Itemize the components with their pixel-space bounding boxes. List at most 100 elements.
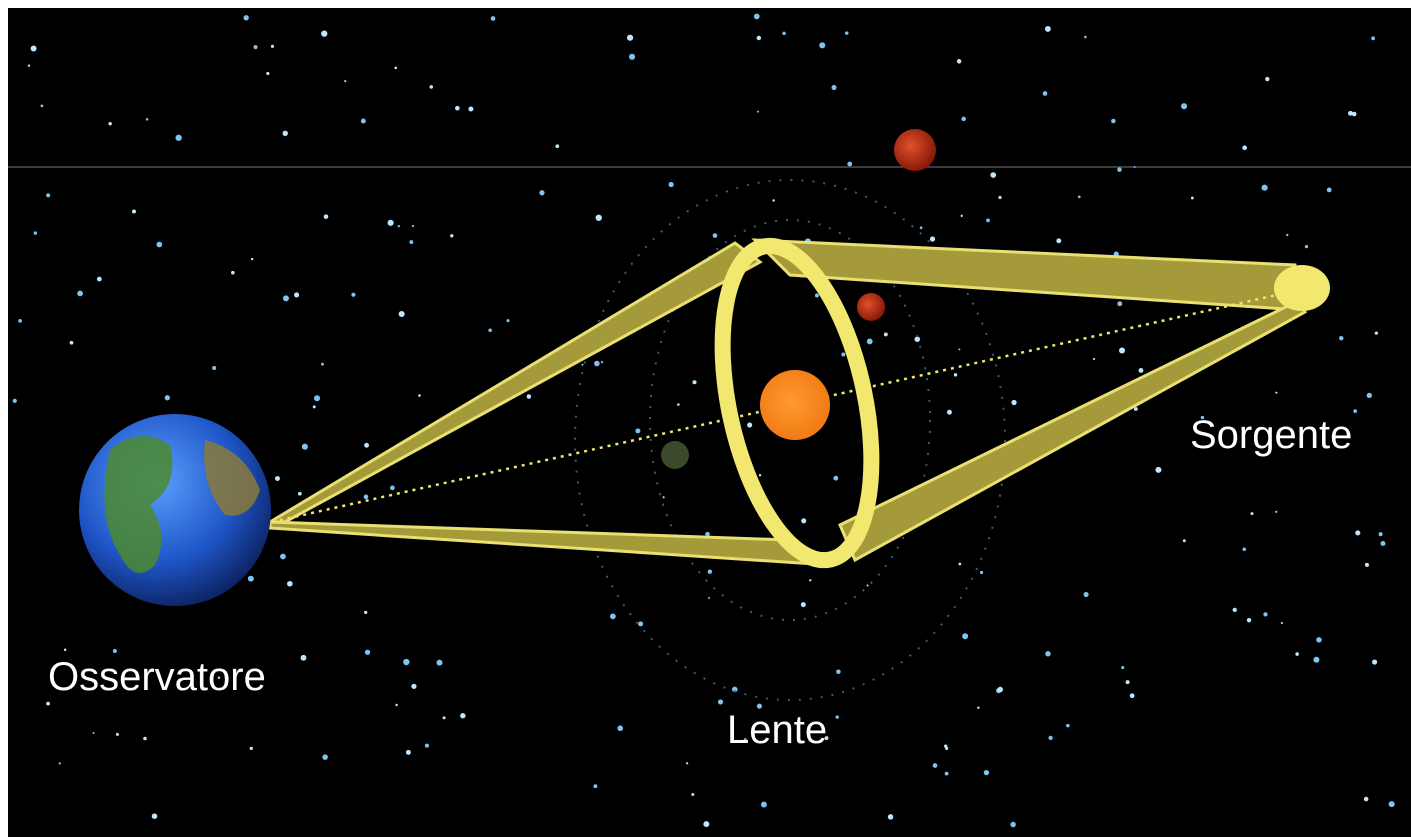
source-label: Sorgente	[1190, 413, 1352, 457]
star	[732, 686, 738, 693]
star	[962, 633, 969, 640]
star	[69, 340, 74, 345]
star	[945, 746, 949, 751]
star	[1348, 110, 1353, 116]
source	[1274, 265, 1330, 311]
star	[411, 683, 417, 689]
star	[398, 310, 405, 317]
star	[1339, 335, 1344, 341]
star	[747, 422, 753, 428]
star	[691, 793, 695, 796]
star	[390, 485, 395, 491]
star	[581, 363, 584, 366]
orbit	[574, 179, 1006, 701]
star	[1371, 36, 1376, 41]
star	[1351, 111, 1357, 117]
star	[247, 575, 254, 582]
star	[395, 703, 398, 707]
star	[77, 290, 83, 297]
star	[953, 373, 958, 377]
star	[270, 44, 275, 48]
star	[1304, 244, 1309, 249]
star	[712, 233, 718, 238]
star	[841, 352, 846, 357]
star	[866, 338, 873, 345]
stars	[12, 13, 1395, 828]
star	[364, 442, 370, 448]
star	[132, 209, 136, 214]
star	[18, 319, 22, 323]
star	[635, 428, 641, 434]
star	[321, 30, 328, 37]
star	[1275, 391, 1278, 394]
star	[756, 35, 762, 41]
star	[164, 395, 170, 401]
star	[593, 784, 598, 789]
star	[1364, 562, 1369, 567]
star	[1044, 25, 1051, 32]
observer-label: Osservatore	[48, 655, 266, 699]
star	[819, 42, 826, 49]
star	[800, 602, 806, 608]
star	[450, 234, 454, 238]
star	[490, 16, 496, 21]
star	[836, 669, 841, 675]
star	[609, 613, 616, 620]
star	[1133, 407, 1138, 411]
star	[1048, 735, 1053, 741]
star	[539, 190, 545, 196]
star	[946, 409, 952, 415]
star	[526, 394, 532, 399]
star	[717, 699, 724, 705]
star	[686, 762, 689, 765]
star	[1129, 693, 1135, 699]
star	[294, 292, 300, 298]
star	[914, 336, 921, 342]
star	[1181, 103, 1188, 110]
star	[409, 240, 414, 244]
star	[1326, 187, 1332, 193]
star	[243, 15, 249, 21]
star	[283, 295, 289, 302]
star	[1242, 145, 1247, 151]
star	[594, 360, 600, 367]
star	[809, 579, 812, 582]
star	[772, 199, 775, 202]
star	[1138, 368, 1144, 373]
star	[488, 328, 492, 333]
star	[961, 116, 966, 122]
star	[403, 658, 410, 666]
star	[1286, 233, 1289, 237]
star	[108, 122, 112, 126]
star	[436, 659, 443, 666]
star	[919, 226, 923, 230]
star	[958, 562, 962, 566]
star	[387, 219, 394, 226]
star	[394, 66, 398, 70]
star	[833, 475, 839, 481]
star	[46, 193, 51, 198]
star	[1011, 399, 1017, 406]
star	[1092, 357, 1096, 361]
star	[231, 270, 235, 275]
star	[847, 161, 853, 167]
star	[555, 144, 560, 149]
star	[743, 738, 747, 741]
star	[979, 570, 984, 575]
planet	[857, 293, 885, 321]
star	[274, 476, 280, 482]
star	[145, 118, 149, 121]
star	[831, 85, 837, 91]
star	[883, 332, 888, 337]
star	[1111, 118, 1116, 124]
star	[321, 362, 324, 366]
star	[756, 110, 759, 113]
star	[300, 654, 307, 661]
star	[998, 195, 1002, 200]
star	[344, 79, 347, 83]
star	[760, 801, 767, 808]
star	[30, 45, 37, 52]
star	[983, 769, 990, 776]
